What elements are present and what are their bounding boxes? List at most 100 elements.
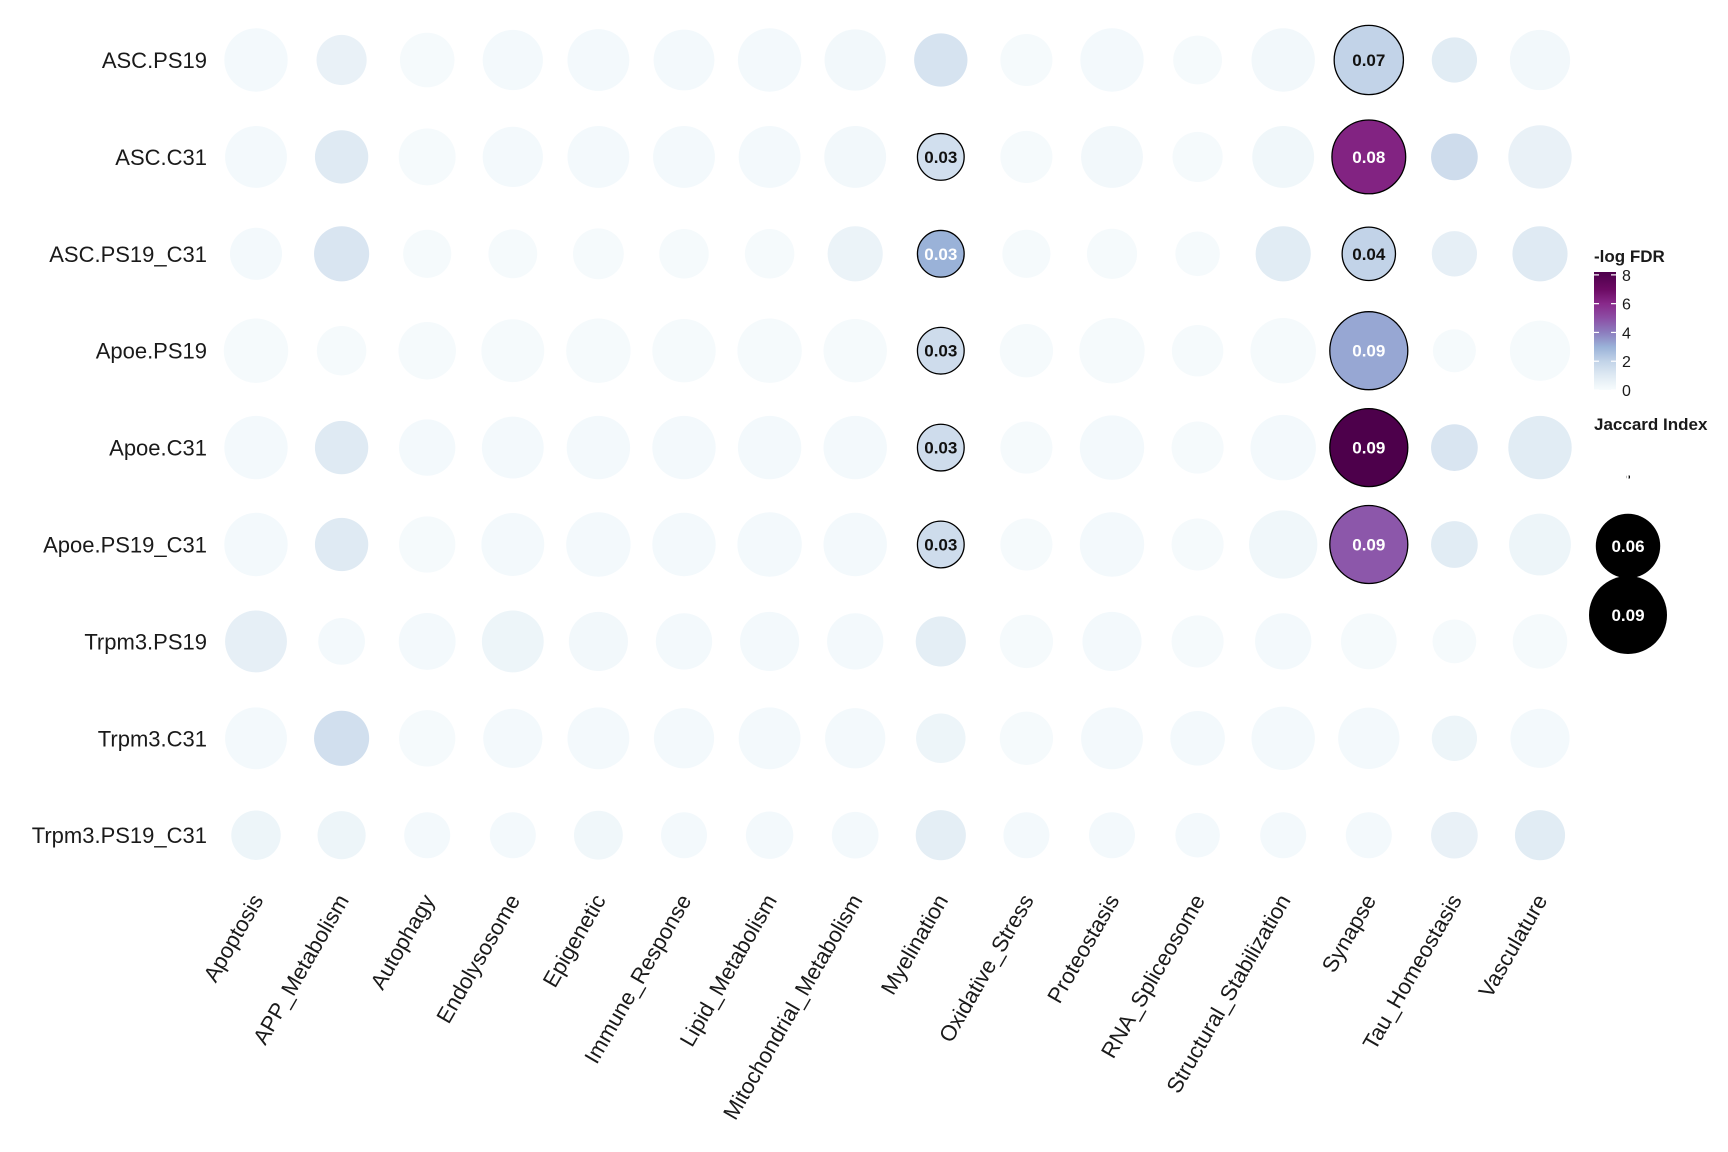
dot-ASC.PS19_C31-Immune_Response [659, 229, 709, 279]
dot-Trpm3.PS19_C31-Synapse [1345, 812, 1392, 859]
dot-Apoe.C31-Synapse [1329, 407, 1409, 488]
dot-Trpm3.PS19-Vasculature [1512, 614, 1568, 669]
dot-Trpm3.C31-APP_Metabolism [314, 710, 370, 766]
dot-Apoe.PS19_C31-Epigenetic [566, 512, 631, 577]
dot-ASC.PS19_C31-Oxidative_Stress [1002, 229, 1051, 278]
dot-Apoe.PS19-Epigenetic [566, 318, 631, 383]
dot-Trpm3.PS19-Synapse [1340, 613, 1397, 670]
dot-Apoe.PS19-RNA_Spliceosome [1171, 324, 1224, 377]
row-label-ASC.C31: ASC.C31 [115, 145, 207, 170]
dot-Trpm3.C31-Proteostasis [1081, 707, 1143, 770]
column-label-Apoptosis: Apoptosis [198, 890, 268, 986]
dot-ASC.PS19_C31-RNA_Spliceosome [1175, 231, 1220, 277]
dot-Apoe.PS19-Mitochondrial_Metabolism [823, 318, 887, 383]
dot-ASC.C31-Oxidative_Stress [1000, 130, 1053, 183]
column-label-Lipid_Metabolism: Lipid_Metabolism [675, 890, 782, 1051]
dot-Trpm3.PS19-Myelination [915, 616, 966, 667]
dot-Trpm3.PS19_C31-Autophagy [404, 812, 451, 859]
dot-ASC.C31-Immune_Response [653, 125, 715, 188]
dot-Trpm3.PS19_C31-Lipid_Metabolism [745, 811, 794, 859]
dot-ASC.PS19-Vasculature [1509, 29, 1571, 91]
dot-Apoe.PS19_C31-Apoptosis [224, 512, 288, 577]
dot-ASC.C31-Vasculature [1508, 125, 1572, 189]
dot-Apoe.PS19-Synapse [1329, 311, 1409, 391]
dot-ASC.PS19_C31-APP_Metabolism [314, 226, 370, 282]
column-label-Proteostasis: Proteostasis [1042, 890, 1124, 1007]
dot-label-Apoe.C31-Myelination: 0.03 [924, 439, 957, 458]
dot-Apoe.PS19_C31-Endolysosome [481, 513, 545, 576]
column-label-APP_Metabolism: APP_Metabolism [248, 890, 354, 1049]
color-tick-label: 0 [1622, 383, 1631, 400]
dot-Apoe.C31-Endolysosome [481, 416, 544, 479]
dot-ASC.C31-Structural_Stabilization [1252, 125, 1315, 188]
dot-Trpm3.PS19-Autophagy [398, 612, 456, 670]
dot-ASC.PS19_C31-Proteostasis [1086, 228, 1138, 279]
dot-Trpm3.C31-RNA_Spliceosome [1170, 711, 1225, 766]
dot-Trpm3.C31-Tau_Homeostasis [1431, 715, 1478, 761]
dot-Apoe.PS19-Tau_Homeostasis [1432, 329, 1476, 373]
dot-Trpm3.PS19_C31-Structural_Stabilization [1260, 812, 1307, 859]
dot-ASC.C31-Epigenetic [567, 125, 630, 188]
row-label-Trpm3.PS19_C31: Trpm3.PS19_C31 [32, 823, 207, 848]
row-label-Apoe.PS19: Apoe.PS19 [96, 339, 207, 364]
dot-ASC.PS19_C31-Structural_Stabilization [1255, 226, 1311, 282]
dot-Apoe.PS19-Myelination [916, 326, 965, 375]
size-legend-label: 0.06 [1611, 537, 1644, 556]
dot-Trpm3.C31-Lipid_Metabolism [738, 707, 801, 770]
dot-ASC.PS19-Endolysosome [482, 29, 543, 91]
dot-ASC.C31-APP_Metabolism [314, 130, 369, 184]
dot-ASC.PS19_C31-Autophagy [403, 229, 452, 278]
color-tick-label: 4 [1622, 325, 1631, 342]
dot-ASC.PS19_C31-Endolysosome [488, 229, 538, 279]
dot-ASC.PS19_C31-Lipid_Metabolism [744, 229, 795, 279]
dot-Apoe.PS19-Autophagy [398, 321, 456, 380]
dot-Trpm3.PS19-Structural_Stabilization [1255, 613, 1312, 670]
dot-ASC.C31-Synapse [1331, 119, 1407, 195]
size-legend-circle [1589, 576, 1667, 654]
dot-Apoe.PS19-Structural_Stabilization [1250, 317, 1316, 384]
dot-ASC.PS19-Tau_Homeostasis [1431, 37, 1478, 83]
dot-Trpm3.C31-Structural_Stabilization [1251, 706, 1315, 771]
row-label-Apoe.C31: Apoe.C31 [109, 436, 207, 461]
dot-Apoe.PS19_C31-Proteostasis [1079, 512, 1145, 577]
dot-ASC.C31-RNA_Spliceosome [1172, 131, 1223, 182]
dot-Apoe.C31-Structural_Stabilization [1250, 414, 1316, 481]
dot-Apoe.PS19-Oxidative_Stress [999, 324, 1054, 378]
dot-ASC.PS19-RNA_Spliceosome [1173, 35, 1223, 85]
size-legend-label: 0.09 [1611, 606, 1644, 625]
dot-ASC.PS19-Autophagy [399, 32, 455, 88]
dot-ASC.PS19_C31-Apoptosis [229, 227, 283, 280]
dot-ASC.PS19-Immune_Response [653, 29, 715, 91]
dot-Trpm3.C31-Autophagy [399, 710, 456, 767]
dot-label-ASC.C31-Synapse: 0.08 [1352, 148, 1385, 167]
dot-Apoe.PS19_C31-Synapse [1329, 504, 1409, 585]
dot-Apoe.C31-Oxidative_Stress [1000, 421, 1053, 474]
dot-Trpm3.C31-Synapse [1338, 707, 1400, 769]
dot-Apoe.PS19_C31-Structural_Stabilization [1249, 510, 1318, 579]
dot-Trpm3.PS19_C31-Oxidative_Stress [1003, 812, 1050, 859]
color-tick-label: 6 [1622, 297, 1631, 314]
dot-ASC.PS19_C31-Vasculature [1512, 226, 1568, 282]
column-label-Epigenetic: Epigenetic [538, 890, 611, 991]
dot-label-ASC.PS19-Synapse: 0.07 [1352, 51, 1385, 70]
dot-ASC.PS19-Mitochondrial_Metabolism [824, 29, 886, 91]
dot-Apoe.PS19-Vasculature [1509, 320, 1571, 381]
dot-Apoe.PS19_C31-Myelination [916, 520, 965, 569]
dot-Trpm3.PS19_C31-Proteostasis [1088, 812, 1136, 859]
dot-Trpm3.C31-Mitochondrial_Metabolism [825, 708, 886, 769]
color-legend-bar [1594, 272, 1616, 390]
size-legend-circle [1595, 513, 1661, 579]
color-legend-ticks: 0 2 4 6 8 [1594, 268, 1631, 400]
dot-ASC.C31-Lipid_Metabolism [738, 125, 801, 188]
dot-ASC.PS19-Proteostasis [1080, 28, 1144, 92]
column-label-Synapse: Synapse [1317, 890, 1381, 977]
color-legend-title: -log FDR [1594, 247, 1665, 266]
dot-Apoe.C31-Proteostasis [1079, 415, 1145, 480]
dot-ASC.C31-Apoptosis [225, 125, 287, 188]
column-label-Endolysosome: Endolysosome [431, 890, 525, 1027]
dot-Trpm3.C31-Apoptosis [225, 707, 287, 770]
dot-Apoe.PS19_C31-RNA_Spliceosome [1171, 518, 1224, 571]
dot-Trpm3.PS19_C31-Endolysosome [489, 812, 536, 859]
dot-Apoe.PS19-Immune_Response [652, 318, 716, 383]
